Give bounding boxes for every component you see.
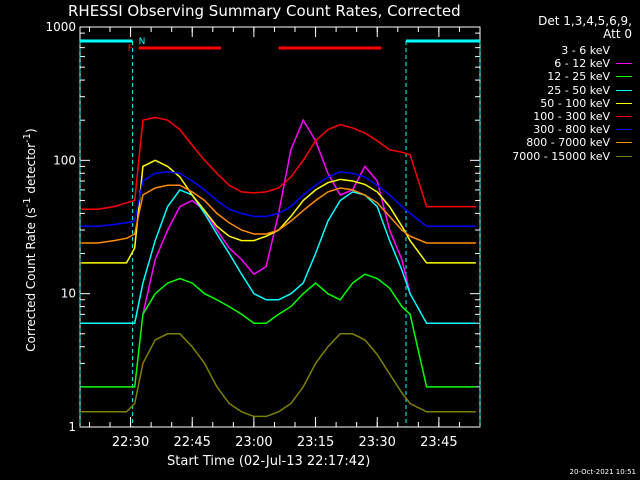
timestamp: 20-Oct-2021 10:51: [569, 468, 636, 476]
legend-entry-3: 25 - 50 keV: [486, 84, 634, 97]
x-axis-label: Start Time (02-Jul-13 22:17:42): [167, 454, 371, 469]
series-line-8: [81, 333, 476, 418]
legend-label-2: 12 - 25 keV: [547, 70, 610, 84]
series-line-7: [81, 184, 476, 244]
legend-swatch-8: [616, 155, 632, 157]
detectors-line1: Det 1,3,4,5,6,9,: [538, 14, 632, 28]
series-line-3: [81, 188, 476, 324]
legend: 3 - 6 keV 6 - 12 keV 12 - 25 keV 25 - 50 ke…: [486, 44, 634, 163]
legend-swatch-0: [616, 50, 632, 51]
legend-label-3: 25 - 50 keV: [547, 83, 610, 97]
legend-entry-5: 100 - 300 keV: [486, 110, 634, 123]
flare-flag-label: F: [128, 44, 133, 54]
legend-swatch-5: [616, 115, 632, 117]
series-line-2: [81, 273, 476, 388]
legend-swatch-6: [616, 129, 632, 131]
y-axis-label-sup1: -1: [22, 197, 33, 208]
legend-label-8: 7000 - 15000 keV: [512, 149, 610, 163]
legend-swatch-1: [616, 63, 632, 65]
y-tick-label-3: 1000: [45, 20, 76, 34]
y-tick-label-2: 100: [53, 153, 76, 167]
series-line-6: [81, 171, 476, 228]
legend-label-0: 3 - 6 keV: [561, 44, 610, 57]
legend-label-5: 100 - 300 keV: [533, 109, 610, 123]
legend-label-1: 6 - 12 keV: [554, 57, 610, 71]
legend-entry-1: 6 - 12 keV: [486, 57, 634, 70]
legend-swatch-7: [616, 142, 632, 144]
x-tick-label-4: 23:30: [358, 435, 395, 450]
y-axis-label-mid: detector: [24, 142, 38, 198]
legend-swatch-3: [616, 89, 632, 91]
y-tick-label-1: 10: [61, 287, 76, 301]
series-line-4: [81, 159, 476, 264]
legend-swatch-4: [616, 102, 632, 104]
series-line-5: [81, 116, 476, 210]
legend-entry-7: 800 - 7000 keV: [486, 136, 634, 149]
y-axis-label-end: ): [24, 128, 38, 133]
legend-label-6: 300 - 800 keV: [533, 123, 610, 137]
series-line-1: [142, 118, 411, 315]
y-axis-label-sup2: -1: [22, 132, 33, 143]
legend-swatch-2: [616, 76, 632, 78]
legend-label-7: 800 - 7000 keV: [526, 136, 610, 150]
legend-label-4: 50 - 100 keV: [540, 96, 610, 110]
y-axis-label-text: Corrected Count Rate (s: [24, 207, 38, 352]
legend-entry-0: 3 - 6 keV: [486, 44, 634, 57]
detectors-line2: Att 0: [603, 27, 632, 41]
legend-entry-2: 12 - 25 keV: [486, 70, 634, 83]
night-flag-label: N: [139, 37, 146, 47]
legend-entry-4: 50 - 100 keV: [486, 97, 634, 110]
x-tick-label-1: 22:45: [173, 435, 210, 450]
x-tick-label-3: 23:15: [297, 435, 334, 450]
legend-entry-8: 7000 - 15000 keV: [486, 150, 634, 163]
x-tick-label-2: 23:00: [235, 435, 272, 450]
x-tick-label-0: 22:30: [112, 435, 149, 450]
legend-entry-6: 300 - 800 keV: [486, 123, 634, 136]
y-axis-label: Corrected Count Rate (s-1 detector-1): [22, 128, 38, 351]
y-tick-label-0: 1: [68, 420, 76, 434]
chart-title: RHESSI Observing Summary Count Rates, Co…: [68, 2, 461, 20]
x-tick-label-5: 23:45: [420, 435, 457, 450]
plot-frame: [79, 26, 481, 428]
